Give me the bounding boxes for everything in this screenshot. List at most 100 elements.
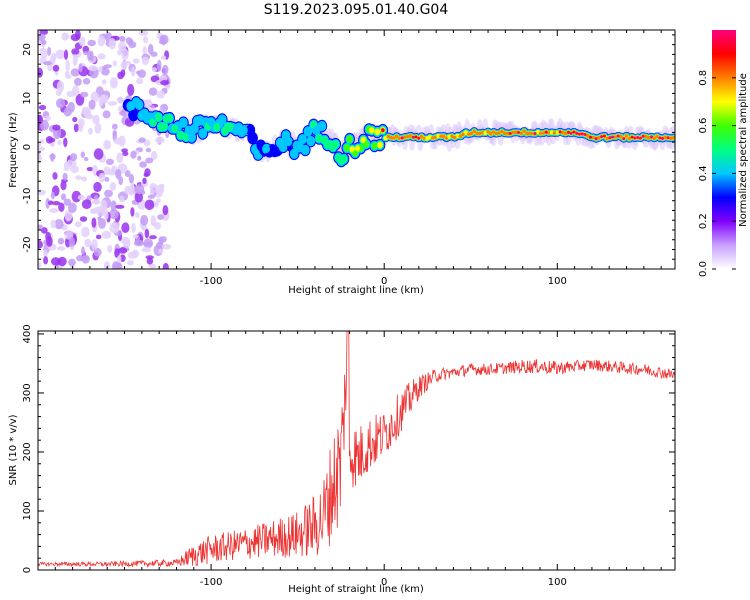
signal-blob — [469, 131, 474, 136]
noise-blob — [128, 173, 135, 184]
signal-blob — [458, 134, 463, 139]
noise-blob — [78, 36, 86, 47]
noise-blob — [156, 198, 161, 203]
noise-blob — [79, 216, 88, 222]
noise-blob — [116, 97, 125, 104]
noise-blob — [58, 202, 65, 212]
signal-blob — [663, 135, 668, 140]
signal-blob — [497, 131, 501, 135]
signal-blob — [411, 135, 415, 139]
noise-blob — [160, 55, 167, 60]
noise-blob — [138, 30, 149, 36]
signal-blob — [619, 134, 623, 139]
signal-blob — [561, 130, 565, 135]
signal-blob — [422, 136, 427, 141]
noise-blob — [109, 182, 117, 191]
noise-blob — [64, 209, 73, 222]
noise-blob — [123, 239, 131, 248]
noise-blob — [98, 172, 106, 183]
noise-blob — [83, 51, 89, 56]
signal-blob — [172, 125, 178, 132]
noise-blob — [112, 60, 117, 67]
signal-blob — [522, 129, 526, 133]
noise-blob — [98, 66, 103, 73]
signal-blob — [608, 136, 612, 140]
signal-blob — [575, 131, 579, 135]
noise-blob — [130, 66, 136, 77]
signal-blob — [127, 102, 135, 111]
signal-blob — [464, 130, 468, 135]
noise-blob — [115, 204, 125, 209]
noise-blob — [155, 136, 165, 144]
noise-blob — [119, 195, 125, 203]
spectrogram-signal-blobs — [122, 96, 675, 168]
signal-blob — [636, 136, 639, 139]
noise-blob — [118, 247, 128, 254]
signal-blob — [430, 136, 435, 140]
signal-blob — [182, 132, 190, 141]
signal-blob — [527, 131, 532, 135]
noise-blob — [71, 48, 80, 55]
noise-blob — [138, 137, 146, 143]
signal-blob — [374, 128, 381, 136]
noise-blob — [156, 90, 165, 99]
signal-blob — [298, 134, 307, 145]
noise-blob — [38, 224, 43, 230]
noise-blob — [136, 70, 141, 75]
noise-blob — [108, 38, 117, 50]
noise-blob — [38, 261, 42, 269]
noise-blob — [143, 172, 149, 177]
noise-blob — [64, 70, 70, 77]
noise-blob — [72, 85, 80, 97]
signal-blob — [483, 131, 488, 135]
y-tick-label: 0 — [22, 144, 33, 150]
noise-blob — [158, 39, 167, 45]
noise-blob — [134, 192, 143, 203]
noise-blob — [46, 236, 53, 247]
noise-blob — [81, 254, 90, 264]
y-tick-label: 20 — [22, 43, 33, 56]
signal-blob — [589, 135, 592, 139]
y-tick-label: 400 — [22, 324, 33, 343]
noise-blob — [118, 41, 127, 52]
x-tick-label: 100 — [548, 276, 567, 287]
noise-blob — [158, 236, 164, 245]
signal-blob — [444, 136, 449, 140]
noise-blob — [43, 249, 48, 257]
signal-blob — [196, 116, 204, 125]
signal-blob — [513, 130, 518, 135]
signal-blob — [129, 109, 138, 121]
colorbar-tick-label: 0.4 — [698, 165, 709, 181]
signal-blob — [389, 135, 393, 140]
noise-blob — [162, 205, 169, 216]
noise-blob — [86, 167, 94, 172]
signal-blob — [240, 126, 248, 135]
y-tick-label: -10 — [22, 188, 33, 204]
noise-blob — [98, 218, 106, 229]
noise-blob — [60, 180, 67, 191]
x-tick-label: 100 — [548, 577, 567, 588]
noise-blob — [130, 150, 137, 159]
signal-blob — [386, 134, 391, 139]
snr-y-ticks: 0 100 200 300 400 — [22, 324, 675, 573]
noise-blob — [50, 219, 57, 229]
y-tick-label: 200 — [22, 442, 33, 461]
signal-blob — [377, 142, 383, 148]
noise-blob — [38, 153, 42, 164]
noise-blob — [91, 239, 98, 251]
noise-blob — [52, 201, 61, 206]
signal-blob — [666, 136, 670, 140]
noise-blob — [134, 184, 145, 195]
signal-blob — [363, 140, 370, 148]
colorbar-ticks: 0.0 0.2 0.4 0.6 0.8 — [698, 70, 736, 277]
signal-blob — [383, 136, 388, 140]
signal-blob — [425, 136, 429, 141]
signal-blob — [381, 128, 385, 132]
signal-blob — [419, 134, 424, 139]
signal-blob — [248, 132, 257, 144]
noise-blob — [40, 40, 47, 45]
x-tick-label: -100 — [200, 276, 223, 287]
spectrogram-y-ticks: 20 10 0 -10 -20 — [22, 34, 675, 270]
noise-blob — [142, 177, 147, 184]
